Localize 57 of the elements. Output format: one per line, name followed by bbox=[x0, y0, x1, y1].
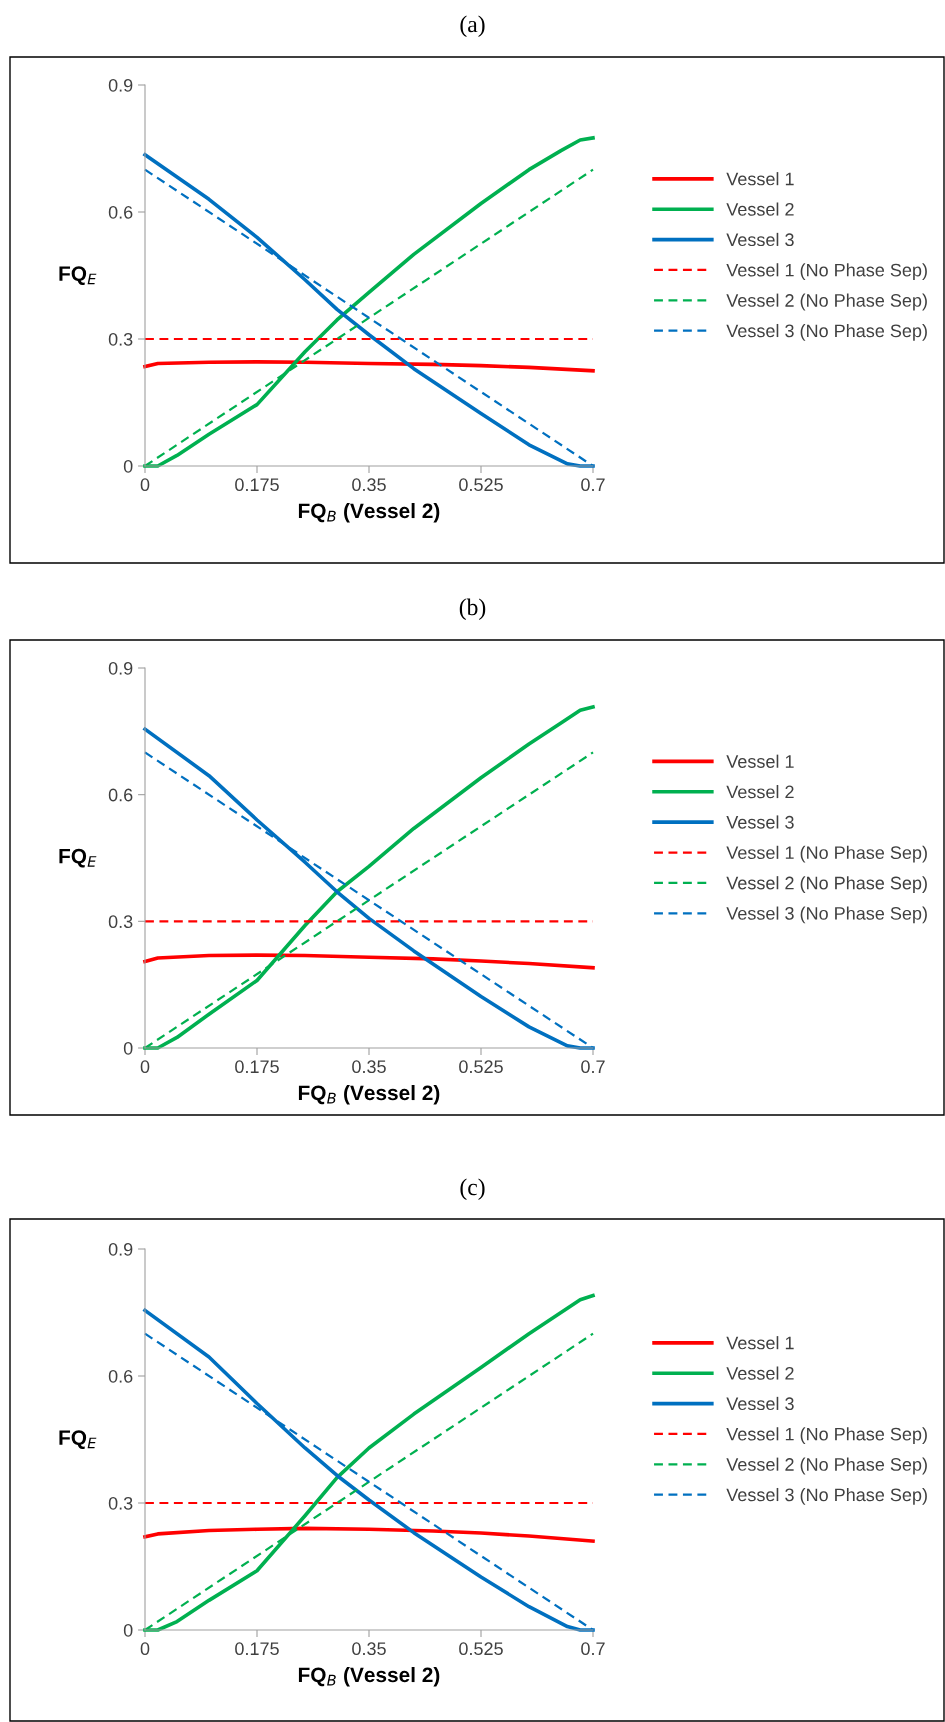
x-tick-label: 0.525 bbox=[459, 478, 503, 492]
x-tick-label: 0 bbox=[140, 478, 150, 492]
x-tick-label: 0.7 bbox=[581, 1060, 605, 1074]
x-axis-title: FQ$_{B}$ (Vessel 2) bbox=[298, 502, 440, 523]
y-tick-label: 0.6 bbox=[108, 205, 133, 219]
y-tick-label: 0.3 bbox=[108, 332, 133, 346]
legend-label: Vessel 2 (No Phase Sep) bbox=[726, 1457, 927, 1475]
legend-label: Vessel 2 (No Phase Sep) bbox=[726, 293, 927, 311]
legend-label: Vessel 2 bbox=[726, 785, 794, 799]
x-tick-label: 0.7 bbox=[581, 1642, 605, 1656]
y-tick-label: 0.9 bbox=[108, 78, 133, 92]
legend-label: Vessel 1 bbox=[726, 172, 794, 186]
legend-label: Vessel 3 (No Phase Sep) bbox=[726, 323, 927, 341]
legend-label: Vessel 2 bbox=[726, 1366, 794, 1380]
legend-label: Vessel 1 (No Phase Sep) bbox=[726, 845, 927, 863]
legend-label: Vessel 1 bbox=[726, 1336, 794, 1350]
y-axis-title: FQ$_{E}$ bbox=[59, 266, 97, 285]
x-tick-label: 0.175 bbox=[235, 478, 279, 492]
line-series bbox=[143, 360, 595, 373]
x-tick-label: 0.7 bbox=[581, 478, 605, 492]
line-series bbox=[143, 1526, 595, 1543]
y-axis-title: FQ$_{E}$ bbox=[59, 848, 97, 868]
x-tick-label: 0.525 bbox=[459, 1642, 503, 1656]
y-tick-label: 0.3 bbox=[108, 915, 133, 929]
x-tick-label: 0 bbox=[140, 1060, 150, 1074]
x-tick-label: 0.525 bbox=[459, 1060, 503, 1074]
legend-label: Vessel 2 (No Phase Sep) bbox=[726, 876, 927, 893]
x-tick-label: 0.35 bbox=[352, 1642, 386, 1656]
chart-title: (a) bbox=[460, 15, 485, 38]
y-axis-title: FQ$_{E}$ bbox=[59, 1430, 97, 1449]
x-tick-label: 0.35 bbox=[352, 1060, 386, 1074]
y-tick-label: 0 bbox=[123, 1623, 133, 1637]
legend-label: Vessel 1 (No Phase Sep) bbox=[726, 1427, 927, 1445]
x-tick-label: 0.175 bbox=[235, 1642, 279, 1656]
x-tick-label: 0.35 bbox=[352, 478, 386, 492]
y-tick-label: 0.3 bbox=[108, 1496, 133, 1510]
legend-label: Vessel 3 (No Phase Sep) bbox=[726, 1487, 927, 1505]
legend-label: Vessel 3 bbox=[726, 1396, 794, 1411]
y-tick-label: 0.9 bbox=[108, 661, 133, 675]
line-series bbox=[143, 953, 595, 970]
x-tick-label: 0 bbox=[140, 1642, 150, 1656]
y-tick-label: 0.6 bbox=[108, 788, 133, 802]
x-tick-label: 0.175 bbox=[235, 1060, 279, 1074]
x-axis-title: FQ$_{B}$ (Vessel 2) bbox=[298, 1084, 440, 1105]
legend-label: Vessel 3 bbox=[726, 232, 794, 247]
chart-title: (b) bbox=[459, 598, 486, 621]
chart-title: (c) bbox=[460, 1178, 485, 1201]
y-tick-label: 0 bbox=[123, 1041, 133, 1055]
legend-label: Vessel 1 (No Phase Sep) bbox=[726, 263, 927, 281]
x-axis-title: FQ$_{B}$ (Vessel 2) bbox=[298, 1666, 440, 1687]
y-tick-label: 0.9 bbox=[108, 1242, 133, 1256]
y-tick-label: 0 bbox=[123, 459, 133, 473]
legend-label: Vessel 3 (No Phase Sep) bbox=[726, 906, 927, 924]
legend-label: Vessel 2 bbox=[726, 202, 794, 216]
legend-label: Vessel 3 bbox=[726, 815, 794, 829]
y-tick-label: 0.6 bbox=[108, 1369, 133, 1383]
legend-label: Vessel 1 bbox=[726, 754, 794, 768]
